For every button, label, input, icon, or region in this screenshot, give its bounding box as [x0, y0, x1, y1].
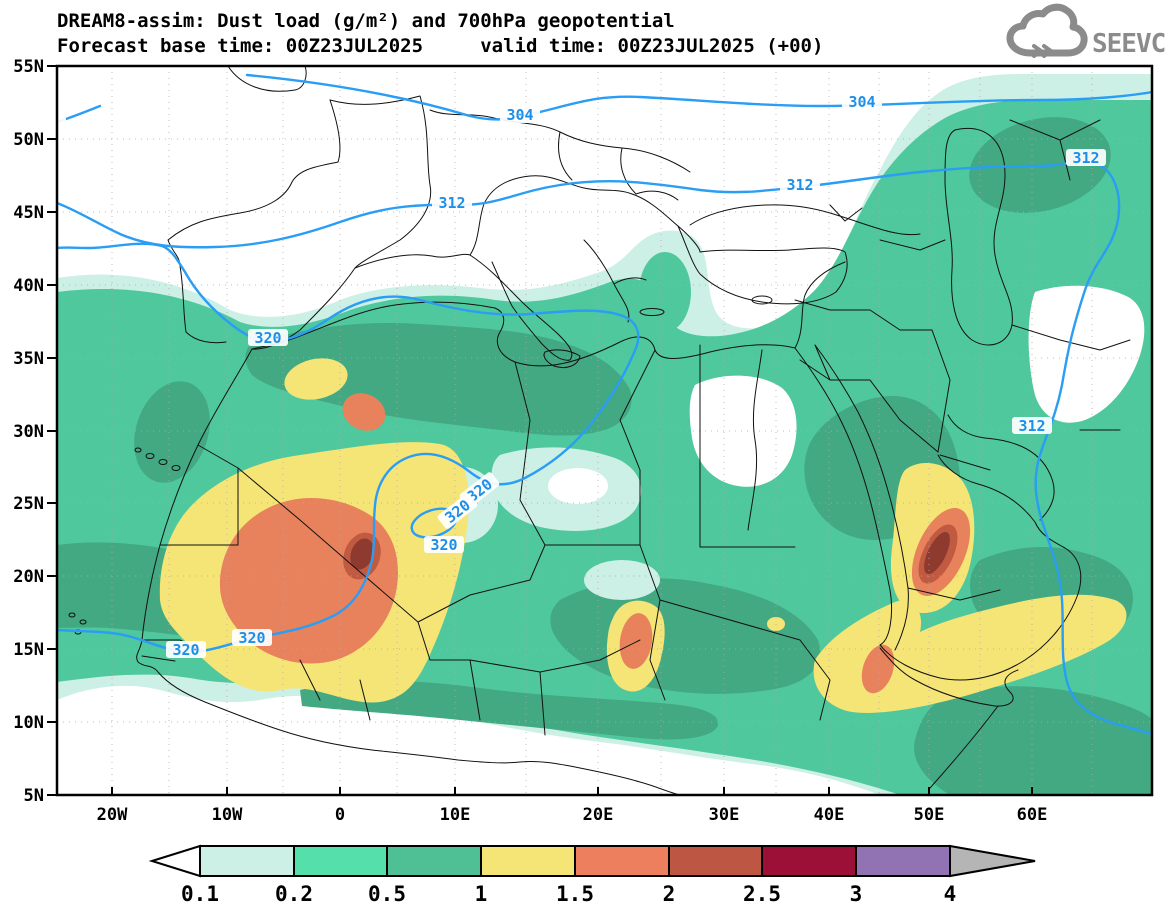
lat-tick-label: 20N — [13, 567, 44, 587]
colorbar-box — [761, 845, 857, 877]
colorbar-tick-label: 1.5 — [556, 882, 594, 906]
lon-axis-labels: 20W 10W 0 10E 20E 30E 40E 50E 60E — [97, 805, 1048, 825]
contour-label: 320 — [254, 329, 281, 347]
contour-label: 320 — [430, 536, 457, 554]
colorbar-tick-label: 2 — [663, 882, 676, 906]
lat-tick-label: 35N — [13, 349, 44, 369]
contour-label: 320 — [172, 641, 199, 659]
contour-312 — [57, 160, 1152, 736]
chart-title: DREAM8-assim: Dust load (g/m²) and 700hP… — [57, 10, 675, 32]
cloud-arrows-icon — [1032, 44, 1053, 58]
contour-label: 320 — [238, 629, 265, 647]
lon-tick-label: 60E — [1017, 805, 1048, 825]
geopotential-contours — [57, 73, 1152, 736]
chart-subtitle: Forecast base time: 00Z23JUL2025 valid t… — [57, 35, 823, 57]
coastlines-borders — [68, 66, 1131, 795]
colorbar-tick-label: 0.2 — [275, 882, 313, 906]
colorbar-under-arrow — [148, 844, 201, 878]
contour-label: 312 — [1072, 149, 1099, 167]
lat-tick-label: 5N — [24, 786, 44, 806]
contour-label: 304 — [506, 106, 533, 124]
colorbar-box — [855, 845, 951, 877]
colorbar-tick-label: 4 — [944, 882, 957, 906]
colorbar-box — [199, 845, 295, 877]
colorbar-tick-label: 3 — [850, 882, 863, 906]
lon-tick-label: 40E — [814, 805, 845, 825]
lon-tick-label: 20W — [97, 805, 128, 825]
contour-label: 312 — [438, 194, 465, 212]
lon-tick-label: 0 — [335, 805, 345, 825]
lat-tick-label: 55N — [13, 57, 44, 77]
colorbar-tick-label: 0.1 — [181, 882, 219, 906]
colorbar-box — [386, 845, 482, 877]
contour-label: 304 — [848, 93, 875, 111]
lat-tick-label: 25N — [13, 494, 44, 514]
map-canvas: 304 304 12 312 312 312 312 320 320 320 3… — [57, 66, 1152, 795]
contour-label: 312 — [1018, 417, 1045, 435]
colorbar-labels: 0.1 0.2 0.5 1 1.5 2 2.5 3 4 — [181, 882, 956, 906]
lat-tick-label: 30N — [13, 422, 44, 442]
colorbar-tick-label: 2.5 — [743, 882, 781, 906]
lon-tick-label: 30E — [709, 805, 740, 825]
seevccc-logo: SEEVCCC — [1006, 3, 1165, 59]
lat-tick-label: 40N — [13, 276, 44, 296]
colorbar-tick-label: 0.5 — [368, 882, 406, 906]
contour-304 — [245, 73, 1152, 121]
lon-tick-label: 20E — [583, 805, 614, 825]
colorbar: 0.1 0.2 0.5 1 1.5 2 2.5 3 4 — [148, 844, 1036, 906]
lat-tick-label: 50N — [13, 130, 44, 150]
lon-tick-label: 50E — [914, 805, 945, 825]
lon-tick-label: 10E — [440, 805, 471, 825]
contour-label-group: 304 304 12 312 312 312 312 320 320 320 3… — [57, 93, 1106, 659]
cloud-icon — [1006, 3, 1088, 57]
contour-label: 312 — [786, 176, 813, 194]
colorbar-box — [668, 845, 763, 877]
lon-axis — [111, 787, 1033, 795]
dust-layer-cores — [343, 524, 958, 584]
lat-tick-label: 10N — [13, 713, 44, 733]
lat-axis — [47, 65, 57, 796]
colorbar-over-arrow — [949, 844, 1036, 878]
colorbar-box — [574, 845, 670, 877]
colorbar-box — [293, 845, 388, 877]
lat-axis-labels: 55N 50N 45N 40N 35N 30N 25N 20N 15N 10N … — [13, 57, 44, 806]
graticule — [57, 66, 1152, 795]
lat-tick-label: 45N — [13, 203, 44, 223]
contour-320 — [57, 242, 640, 654]
lon-tick-label: 10W — [212, 805, 243, 825]
colorbar-tick-label: 1 — [475, 882, 488, 906]
lat-tick-label: 15N — [13, 640, 44, 660]
colorbar-box — [480, 845, 576, 877]
logo-text: SEEVCCC — [1092, 29, 1165, 59]
